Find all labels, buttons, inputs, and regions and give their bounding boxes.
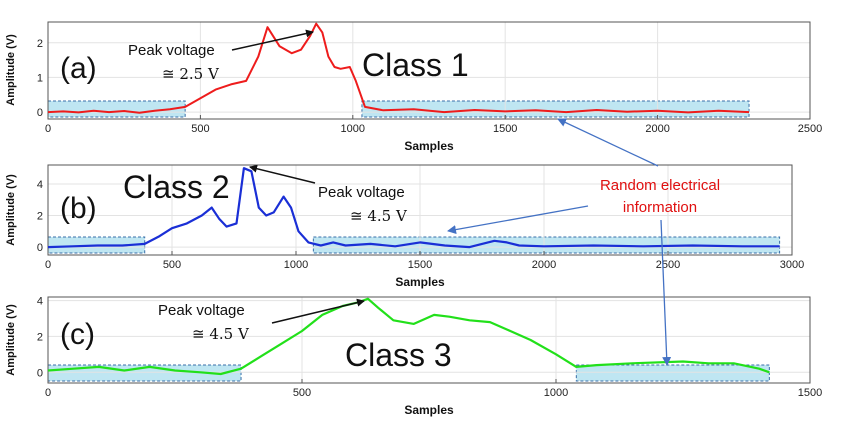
panel-a-xtick-label: 1500: [493, 123, 517, 135]
panel-b: 0 500 1000 1500 2000 2500 3000 0 2 4 Amplitude (…: [5, 164, 804, 289]
panel-a-highlight-box-1: [361, 100, 750, 118]
panel-c-highlight-box-1: [575, 364, 770, 382]
panel-b-ytick-label: 0: [37, 242, 43, 254]
panel-a-yticks: 0 1 2: [37, 38, 43, 119]
panel-c-letter: (c): [60, 318, 95, 351]
panel-c: 0 500 1000 1500 0 2 4 Amplitude (V) Samples (…: [5, 296, 822, 417]
panel-a-peak-value: ≅ 2.5 V: [162, 65, 220, 83]
panel-b-yticks: 0 2 4: [37, 179, 43, 254]
panel-b-grid: [47, 165, 793, 255]
panel-a-peak-title: Peak voltage: [128, 42, 215, 59]
panel-c-peak-arrow: [271, 298, 365, 324]
panel-c-ytick-label: 4: [37, 296, 43, 308]
panel-b-peak-arrow: [249, 164, 316, 184]
panel-c-grid: [47, 297, 811, 383]
random-info-text-line1: Random electrical: [600, 177, 720, 194]
panel-b-letter: (b): [60, 192, 97, 225]
panel-b-peak-value: ≅ 4.5 V: [350, 207, 408, 225]
panel-a: 0 500 1000 1500 2000 2500 0 1 2 Amplitude (V) S…: [5, 21, 822, 153]
panel-c-xlabel: Samples: [404, 403, 454, 417]
panel-c-xtick-label: 500: [293, 387, 311, 399]
panel-a-axes-frame: [47, 21, 811, 120]
panel-b-highlight-box-1: [312, 236, 781, 254]
panel-a-highlight-box-0: [47, 100, 186, 118]
panel-c-peak-value: ≅ 4.5 V: [192, 325, 250, 343]
panel-c-xticks: 0 500 1000 1500: [45, 379, 822, 399]
panel-c-signal-line: [47, 297, 770, 376]
panel-a-xtick-label: 0: [45, 123, 51, 135]
panel-a-xtick-label: 500: [191, 123, 209, 135]
panel-a-ytick-label: 1: [37, 72, 43, 84]
panel-a-xlabel: Samples: [404, 139, 454, 153]
panel-b-class-label: Class 2: [123, 169, 230, 205]
panel-b-ytick-label: 2: [37, 211, 43, 223]
panel-c-peak-title: Peak voltage: [158, 302, 245, 319]
callout-arrow-to-c: [660, 219, 672, 366]
callout-arrow-to-b: [447, 205, 589, 235]
panel-b-xticks: 0 500 1000 1500 2000 2500 3000: [45, 251, 804, 271]
callout-arrow-to-a: [557, 118, 659, 167]
panel-b-xtick-label: 1500: [408, 259, 432, 271]
panel-a-xticks: 0 500 1000 1500 2000 2500: [45, 115, 822, 135]
panel-c-highlights: [47, 364, 770, 382]
panel-b-signal-line: [47, 167, 780, 249]
panel-a-letter: (a): [60, 52, 97, 85]
panel-a-ylabel: Amplitude (V): [5, 34, 17, 106]
panel-c-xtick-label: 1500: [798, 387, 822, 399]
panel-c-class-label: Class 3: [345, 337, 452, 373]
panel-b-ytick-label: 4: [37, 179, 43, 191]
panel-a-ytick-label: 0: [37, 107, 43, 119]
panel-c-ylabel: Amplitude (V): [5, 304, 17, 376]
panel-a-xtick-label: 2500: [798, 123, 822, 135]
panel-b-ylabel: Amplitude (V): [5, 174, 17, 246]
panel-b-xlabel: Samples: [395, 275, 445, 289]
panel-a-ytick-label: 2: [37, 38, 43, 50]
panel-a-peak-arrow: [231, 29, 314, 51]
panel-a-xtick-label: 2000: [645, 123, 669, 135]
panel-c-axes-frame: [47, 296, 811, 384]
panel-b-xtick-label: 3000: [780, 259, 804, 271]
random-info-callout: Random electrical information: [447, 118, 720, 366]
panel-b-xtick-label: 2500: [656, 259, 680, 271]
panel-a-highlights: [47, 100, 750, 118]
panel-c-ytick-label: 2: [37, 331, 43, 343]
panel-b-peak-title: Peak voltage: [318, 184, 405, 201]
panel-a-xtick-label: 1000: [341, 123, 365, 135]
panel-b-xtick-label: 500: [163, 259, 181, 271]
random-info-text-line2: information: [623, 199, 697, 216]
panel-c-xtick-label: 0: [45, 387, 51, 399]
panel-a-class-label: Class 1: [362, 47, 469, 83]
panel-b-xtick-label: 0: [45, 259, 51, 271]
panel-b-xtick-label: 1000: [284, 259, 308, 271]
panel-b-xtick-label: 2000: [532, 259, 556, 271]
panel-c-ytick-label: 0: [37, 367, 43, 379]
panel-c-yticks: 0 2 4: [37, 296, 43, 380]
panel-c-xtick-label: 1000: [544, 387, 568, 399]
panel-a-signal-line: [47, 22, 750, 114]
